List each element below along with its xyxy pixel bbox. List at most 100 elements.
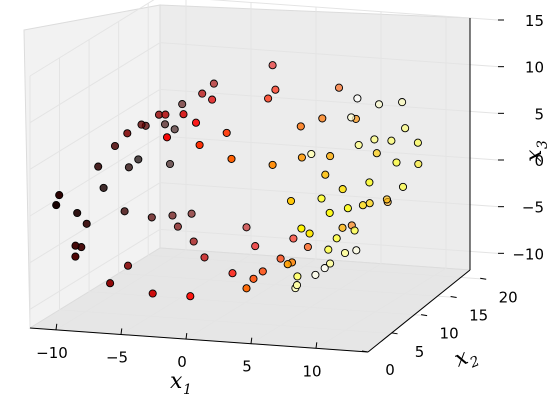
data-point	[370, 135, 379, 144]
y-grid-line	[59, 57, 398, 335]
data-point	[343, 204, 352, 213]
z-tick-label: 5	[534, 105, 544, 123]
x-tick	[315, 342, 318, 349]
data-point	[283, 260, 292, 269]
z-grid-line	[29, 42, 499, 124]
data-point	[338, 223, 347, 232]
z-grid-line	[29, 135, 499, 217]
y-axis-line	[367, 269, 471, 353]
data-point	[99, 183, 108, 192]
data-point	[170, 125, 179, 134]
data-point	[222, 128, 231, 137]
x-tick-label: 5	[242, 358, 252, 376]
axis-ticks: −10 −5 0 5 10 0 5 10 15 20 −10 −5 0 5 10 15	[36, 12, 544, 380]
data-point	[173, 222, 182, 231]
y-tick	[450, 295, 457, 298]
data-point	[324, 245, 333, 254]
data-point	[297, 153, 306, 162]
x-grid-line	[315, 16, 447, 349]
data-point	[326, 259, 335, 268]
data-point	[338, 185, 347, 194]
data-point	[401, 124, 410, 133]
data-point	[350, 226, 359, 235]
y-tick-label: 20	[499, 288, 518, 306]
data-point	[307, 149, 316, 159]
data-point	[354, 140, 363, 150]
data-point	[198, 89, 207, 98]
data-point	[414, 159, 423, 169]
z-tick-label: 15	[525, 12, 544, 30]
z-grid-line	[29, 0, 499, 77]
data-point	[242, 223, 251, 232]
data-point	[382, 195, 391, 204]
data-point	[268, 61, 277, 70]
x-axis-label: x	[170, 369, 183, 394]
y-tick	[421, 314, 428, 317]
data-point	[165, 159, 175, 169]
data-point	[353, 94, 362, 103]
data-point	[191, 118, 201, 127]
data-point	[228, 269, 237, 278]
data-point	[160, 120, 170, 129]
data-point	[179, 110, 188, 119]
x-tick-label: −5	[106, 348, 128, 366]
y-tick-label: 0	[385, 361, 395, 379]
data-point	[82, 219, 91, 228]
data-point	[162, 133, 172, 142]
data-point	[71, 241, 80, 250]
data-point	[258, 267, 267, 276]
data-point	[264, 94, 273, 103]
data-point	[303, 242, 312, 252]
data-point	[161, 110, 170, 119]
data-point	[208, 95, 217, 104]
data-point	[340, 248, 350, 258]
y-axis-title: x 2	[451, 345, 482, 373]
data-point	[296, 122, 305, 131]
data-point	[251, 242, 260, 251]
data-point	[268, 160, 277, 169]
data-point	[352, 246, 361, 255]
data-point	[286, 196, 296, 206]
data-point	[365, 178, 374, 187]
y-tick-label: 15	[469, 306, 488, 324]
x-tick	[55, 323, 58, 330]
back-pane	[159, 4, 471, 271]
data-point	[271, 85, 280, 94]
data-point	[392, 158, 401, 167]
data-point	[332, 234, 341, 243]
data-point	[249, 274, 258, 283]
data-point	[347, 113, 356, 122]
z-tick-label: −5	[522, 199, 544, 217]
x-grid-line	[55, 0, 187, 331]
y-tick	[391, 332, 398, 335]
y-grid-line	[147, 3, 487, 280]
data-point	[106, 279, 115, 288]
z-axis-label: x	[522, 149, 547, 162]
data-point	[321, 170, 330, 179]
x-tick-label: 0	[177, 353, 187, 371]
data-point	[123, 261, 133, 270]
y-grid-line	[118, 21, 457, 298]
data-point	[124, 163, 133, 172]
x-tick-label: 10	[302, 362, 321, 380]
data-point	[168, 211, 177, 220]
x-axis-title: x 1	[170, 369, 192, 398]
data-point	[358, 201, 367, 210]
z-tick-label: 10	[525, 59, 544, 77]
data-point	[187, 209, 196, 218]
data-point	[209, 79, 218, 88]
data-point	[110, 141, 120, 151]
x-tick	[185, 333, 188, 340]
data-point	[55, 191, 64, 200]
y-tick-label: 10	[440, 325, 459, 343]
z-axis-title: x 3	[522, 140, 550, 162]
data-point	[52, 201, 61, 210]
y-tick	[361, 350, 369, 353]
data-point	[289, 234, 298, 243]
data-point	[292, 281, 302, 290]
data-point	[147, 213, 156, 222]
data-point	[178, 100, 187, 109]
x-grid-line	[250, 11, 382, 345]
data-point	[305, 229, 314, 238]
